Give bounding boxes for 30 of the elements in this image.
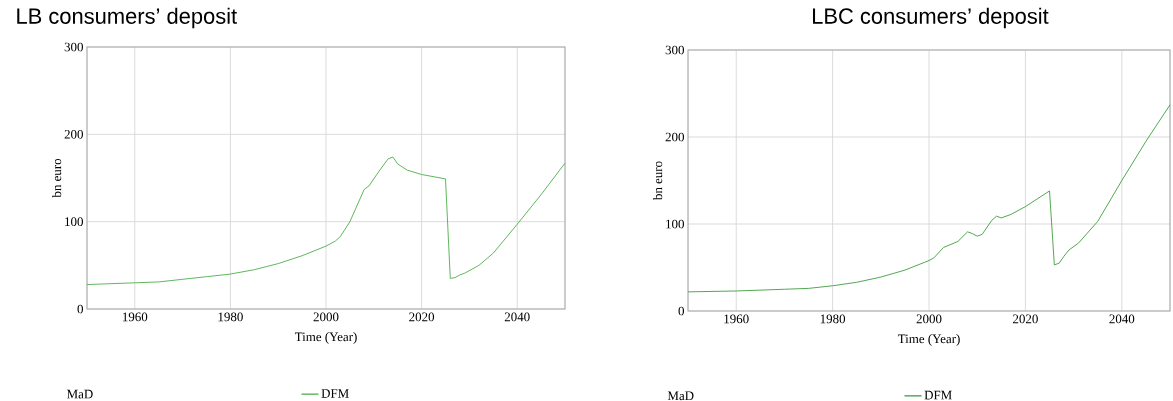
x-tick-label: 2000 (916, 314, 942, 324)
x-tick-label: 2040 (504, 312, 530, 322)
y-axis-title: bn euro (653, 161, 663, 201)
x-tick-label: 2020 (409, 312, 435, 322)
x-tick-label: 1960 (724, 314, 749, 324)
x-axis-title: Time (Year) (294, 332, 357, 344)
x-axis-title: Time (Year) (897, 334, 960, 346)
y-axis-title: bn euro (52, 158, 62, 198)
y-tick-label: 0 (678, 306, 684, 316)
line-series (687, 104, 1171, 293)
x-tick-label: 1980 (820, 314, 846, 324)
y-tick-label: 200 (665, 132, 684, 142)
legend-label: DFM (924, 390, 952, 400)
x-tick-label: 1980 (218, 312, 243, 322)
text: MaD (67, 389, 93, 399)
y-tick-label: 100 (666, 219, 684, 229)
x-tick-label: 1960 (122, 312, 148, 322)
y-tick-label: 100 (65, 217, 83, 227)
line-series (86, 156, 566, 285)
chart-title: LB consumers’ deposit (17, 7, 237, 29)
x-tick-label: 2020 (1013, 314, 1038, 324)
y-tick-label: 200 (64, 129, 83, 139)
y-tick-label: 300 (64, 42, 83, 52)
chart-title: LBC consumers’ deposit (813, 7, 1049, 29)
y-tick-label: 300 (665, 45, 684, 55)
x-tick-label: 2000 (313, 312, 339, 322)
text: MaD (667, 391, 694, 401)
y-tick-label: 0 (77, 304, 83, 314)
x-tick-label: 2040 (1109, 314, 1135, 324)
legend-label: DFM (321, 389, 349, 398)
